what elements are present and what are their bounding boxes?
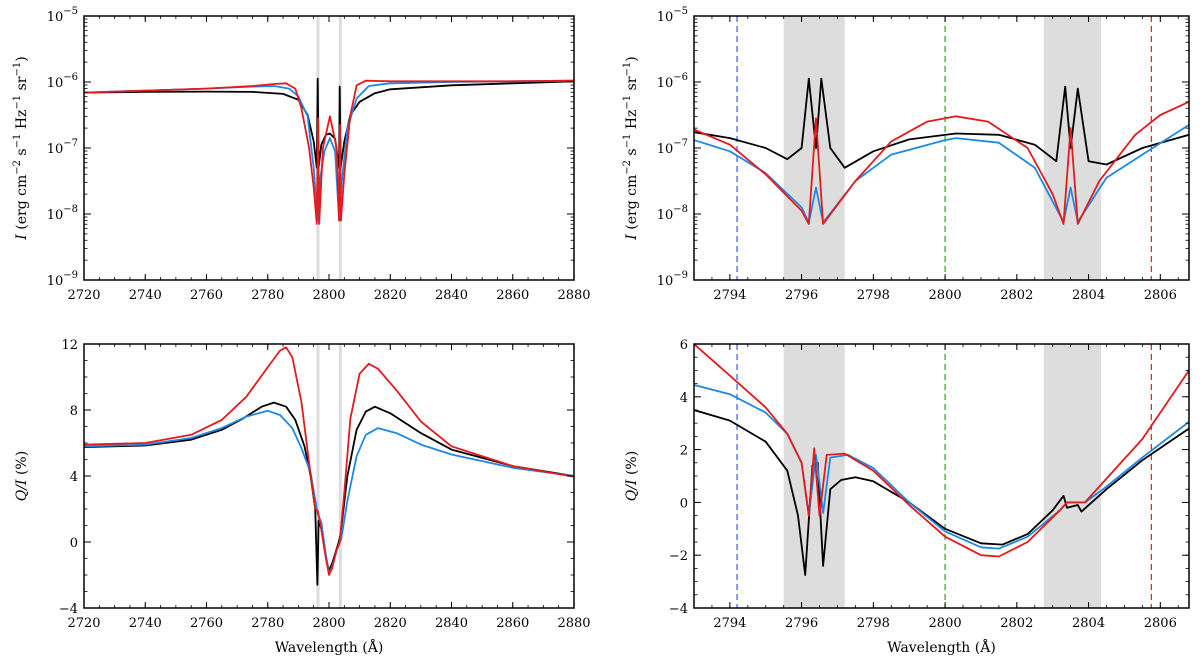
x-tick-label: 2800 [312, 616, 345, 631]
y-tick-label: 6 [680, 338, 688, 353]
y-axis-label: I (erg cm−2 s−1 Hz−1 sr−1) [12, 56, 30, 240]
y-tick-label: 10−9 [47, 270, 78, 289]
x-tick-label: 2760 [190, 288, 223, 303]
y-axis-label: Q/I (%) [14, 451, 30, 501]
y-tick-label: 10−7 [47, 138, 78, 157]
series-line-red [694, 344, 1189, 558]
y-tick-label: 10−6 [657, 72, 688, 91]
x-tick-label: 2720 [67, 288, 100, 303]
x-tick-label: 2796 [785, 616, 818, 631]
series-line-black [694, 409, 1189, 576]
x-tick-label: 2806 [1144, 288, 1177, 303]
panel-d: 2794 2796 2798 2800 2802 2804 2806 −4 −2 0 2 4 6 Q/I … [624, 338, 1190, 656]
axes-frame [693, 15, 1190, 281]
x-tick-label: 2798 [857, 616, 890, 631]
x-axis-label: Wavelength (Å) [887, 638, 996, 656]
axes-frame [693, 343, 1190, 609]
x-tick-label: 2740 [129, 616, 162, 631]
y-tick-label: 4 [70, 470, 78, 485]
y-tick-label: 10−8 [657, 204, 688, 223]
y-tick-label: −4 [669, 602, 688, 617]
y-tick-label: 2 [680, 444, 688, 459]
y-tick-label: 0 [70, 536, 78, 551]
axes-frame [83, 15, 575, 281]
x-axis-label: Wavelength (Å) [275, 638, 384, 656]
x-tick-label: 2720 [67, 616, 100, 631]
x-tick-label: 2860 [496, 616, 529, 631]
series-line-black [694, 77, 1189, 169]
x-tick-label: 2804 [1072, 288, 1105, 303]
series-line-red [694, 100, 1189, 225]
y-tick-label: 10−9 [657, 270, 688, 289]
shaded-band [316, 344, 320, 608]
x-tick-label: 2806 [1144, 616, 1177, 631]
y-tick-label: 10−8 [47, 204, 78, 223]
x-tick-label: 2800 [929, 616, 962, 631]
x-tick-label: 2794 [713, 616, 746, 631]
panel-c: 2720 2740 2760 2780 2800 2820 2840 2860 2880 −4 0 4… [14, 338, 591, 656]
y-tick-label: 10−5 [657, 6, 688, 25]
y-axis-label: Q/I (%) [624, 451, 640, 501]
y-axis-label: I (erg cm−2 s−1 Hz−1 sr−1) [622, 56, 640, 240]
x-tick-label: 2860 [496, 288, 529, 303]
x-tick-label: 2796 [785, 288, 818, 303]
y-tick-label: −2 [669, 549, 688, 564]
y-tick-label: 10−6 [47, 72, 78, 91]
x-tick-label: 2740 [129, 288, 162, 303]
series-line-black [84, 77, 574, 169]
x-tick-label: 2798 [857, 288, 890, 303]
y-tick-label: 0 [680, 496, 688, 511]
series-line-red [84, 79, 574, 225]
y-tick-label: −4 [59, 602, 78, 617]
series-line-red [84, 346, 574, 576]
x-tick-label: 2880 [557, 288, 590, 303]
x-tick-label: 2780 [251, 616, 284, 631]
x-tick-label: 2804 [1072, 616, 1105, 631]
panel-b: 2794 2796 2798 2800 2802 2804 2806 10−9 10−8 10−7… [622, 6, 1190, 303]
y-tick-label: 4 [680, 391, 688, 406]
x-tick-label: 2820 [374, 616, 407, 631]
x-tick-label: 2794 [713, 288, 746, 303]
x-tick-label: 2800 [929, 288, 962, 303]
x-tick-label: 2800 [312, 288, 345, 303]
panel-a: 2720 2740 2760 2780 2800 2820 2840 2860 2880 10−9… [12, 6, 591, 303]
series-line-black [84, 401, 574, 586]
series-line-blue [84, 409, 574, 575]
y-tick-label: 8 [70, 404, 78, 419]
x-tick-label: 2760 [190, 616, 223, 631]
x-tick-label: 2802 [1000, 288, 1033, 303]
x-tick-label: 2780 [251, 288, 284, 303]
shaded-band [338, 344, 342, 608]
x-tick-label: 2802 [1000, 616, 1033, 631]
series-line-blue [84, 79, 574, 222]
shaded-band [1043, 344, 1102, 608]
x-tick-label: 2880 [557, 616, 590, 631]
x-tick-label: 2820 [374, 288, 407, 303]
y-tick-label: 12 [61, 338, 78, 353]
x-tick-label: 2840 [435, 616, 468, 631]
y-tick-label: 10−7 [657, 138, 688, 157]
y-tick-label: 10−5 [47, 6, 78, 25]
x-tick-label: 2840 [435, 288, 468, 303]
series-line-blue [694, 124, 1189, 224]
